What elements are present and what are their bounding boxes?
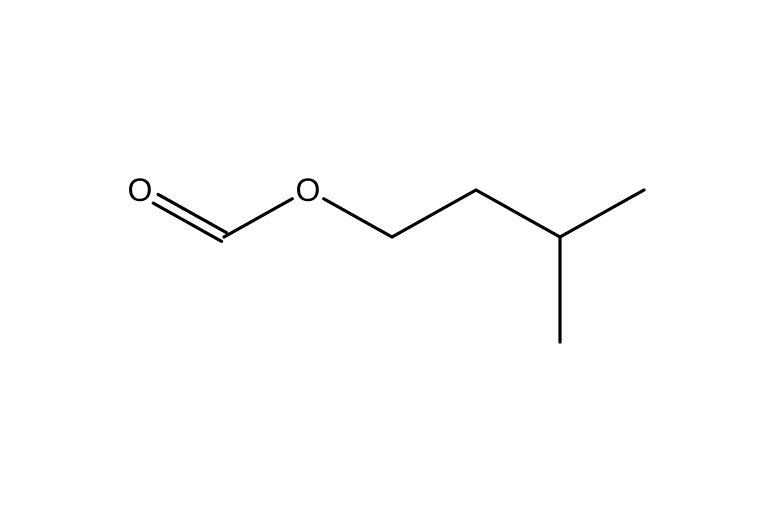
bond-line bbox=[560, 190, 644, 237]
bond-line bbox=[476, 190, 560, 237]
bond-line bbox=[224, 199, 292, 237]
bond-line bbox=[158, 194, 226, 232]
bond-line bbox=[153, 203, 221, 241]
molecule-diagram: OO bbox=[0, 0, 777, 519]
atom-label-o: O bbox=[296, 172, 321, 208]
bond-line bbox=[324, 199, 392, 237]
bond-line bbox=[392, 190, 476, 237]
atom-label-o: O bbox=[128, 172, 153, 208]
